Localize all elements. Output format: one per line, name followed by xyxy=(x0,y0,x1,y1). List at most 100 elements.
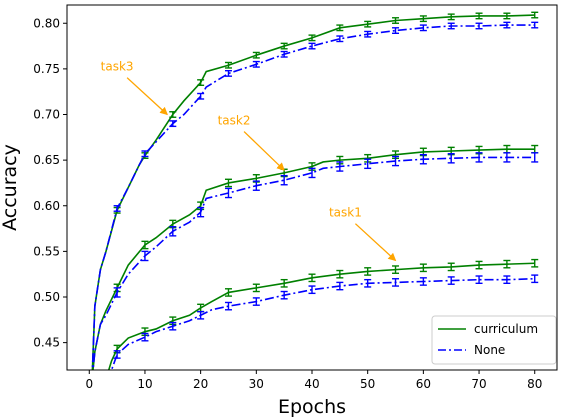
error-bar-task3-none xyxy=(447,22,455,30)
error-bar-task3-none xyxy=(503,21,511,29)
annotation-label-task1: task1 xyxy=(329,206,362,220)
y-tick-label: 0.75 xyxy=(33,62,60,76)
error-bar-task3-none xyxy=(169,120,177,128)
error-bar-task3-curriculum xyxy=(252,51,260,59)
error-bar-task1-none xyxy=(503,275,511,285)
error-bar-task2-none xyxy=(169,226,177,237)
error-bar-task1-none xyxy=(336,281,344,291)
annotation-label-task3: task3 xyxy=(101,60,134,74)
error-bar-task1-curriculum xyxy=(336,269,344,279)
error-bar-task2-none xyxy=(280,174,288,186)
error-bar-task2-none xyxy=(113,287,121,298)
error-bar-task3-none xyxy=(419,24,427,32)
legend-label-none: None xyxy=(474,343,505,357)
error-bar-task3-none xyxy=(141,150,149,158)
error-bar-task3-none xyxy=(336,35,344,43)
error-bar-task1-none xyxy=(141,332,149,342)
error-bar-task1-curriculum xyxy=(419,263,427,273)
y-tick-label: 0.65 xyxy=(33,153,60,167)
error-bar-task1-curriculum xyxy=(308,273,316,283)
y-tick-label: 0.80 xyxy=(33,16,60,30)
error-bar-task3-curriculum xyxy=(169,111,177,118)
x-tick-label: 40 xyxy=(304,377,319,391)
y-tick-label: 0.55 xyxy=(33,244,60,258)
error-bar-task1-curriculum xyxy=(252,283,260,293)
error-bar-task1-curriculum xyxy=(392,265,400,274)
error-bar-task1-none xyxy=(419,277,427,286)
error-bar-task1-none xyxy=(197,310,205,320)
error-bar-task3-none xyxy=(364,30,372,38)
x-tick-label: 80 xyxy=(527,377,542,391)
error-bar-task3-curriculum xyxy=(503,12,511,20)
error-bar-task2-none xyxy=(475,152,483,163)
annotation-label-task2: task2 xyxy=(218,114,251,128)
error-bar-task1-none xyxy=(308,285,316,295)
error-bar-task1-none xyxy=(280,290,288,300)
error-bar-task2-none xyxy=(419,153,427,165)
error-bar-task1-curriculum xyxy=(447,262,455,272)
error-bar-task2-none xyxy=(252,180,260,191)
error-bar-task2-none xyxy=(392,155,400,167)
error-bar-task2-none xyxy=(531,152,539,163)
error-bar-task2-none xyxy=(503,152,511,163)
error-bar-task2-none xyxy=(141,250,149,262)
error-bar-task1-none xyxy=(531,274,539,284)
x-tick-label: 20 xyxy=(193,377,208,391)
error-bar-task3-curriculum xyxy=(364,20,372,28)
error-bar-task3-none xyxy=(113,205,121,212)
error-bar-task1-none xyxy=(169,321,177,331)
plot-frame xyxy=(66,4,558,371)
error-bar-task3-none xyxy=(475,22,483,30)
error-bar-task1-curriculum xyxy=(531,258,539,268)
x-tick-label: 0 xyxy=(85,377,93,391)
error-bar-task1-none xyxy=(252,297,260,306)
error-bar-task1-curriculum xyxy=(224,288,232,297)
x-tick-label: 30 xyxy=(249,377,264,391)
error-bar-task3-none xyxy=(252,60,260,68)
error-bar-task3-none xyxy=(308,42,316,50)
error-bar-task2-none xyxy=(224,187,232,199)
y-tick-label: 0.45 xyxy=(33,336,60,350)
error-bar-task2-curriculum xyxy=(141,240,149,250)
y-tick-label: 0.60 xyxy=(33,199,60,213)
error-bar-task1-curriculum xyxy=(475,260,483,270)
error-bar-task3-curriculum xyxy=(197,79,205,87)
error-bar-task1-none xyxy=(224,301,232,311)
x-tick-label: 10 xyxy=(137,377,152,391)
error-bar-task2-none xyxy=(308,167,316,179)
error-bar-task3-curriculum xyxy=(224,61,232,69)
annotation-arrow-task1 xyxy=(354,223,397,262)
error-bar-task1-curriculum xyxy=(280,278,288,288)
annotation-arrow-task2 xyxy=(243,131,285,171)
y-tick-label: 0.50 xyxy=(33,290,60,304)
error-bar-task3-curriculum xyxy=(475,12,483,20)
y-tick-label: 0.70 xyxy=(33,108,60,122)
error-bar-task3-curriculum xyxy=(308,34,316,42)
error-bar-task1-none xyxy=(113,350,121,359)
error-bar-task2-none xyxy=(197,206,205,218)
series-line-task1-curriculum xyxy=(107,262,535,370)
error-bar-task3-none xyxy=(280,50,288,58)
error-bar-task1-none xyxy=(475,275,483,285)
error-bar-task3-none xyxy=(531,21,539,29)
x-tick-label: 60 xyxy=(416,377,431,391)
error-bar-task3-curriculum xyxy=(531,11,539,19)
error-bar-task3-curriculum xyxy=(392,17,400,24)
error-bar-task3-curriculum xyxy=(419,15,427,23)
error-bar-task3-none xyxy=(392,27,400,34)
error-bar-task2-none xyxy=(364,158,372,170)
error-bar-task1-none xyxy=(392,278,400,287)
x-tick-label: 50 xyxy=(360,377,375,391)
error-bar-task2-none xyxy=(336,161,344,172)
legend-label-curriculum: curriculum xyxy=(474,322,538,336)
series-line-task1-none xyxy=(110,277,535,370)
error-bar-task3-curriculum xyxy=(447,13,455,21)
x-tick-label: 70 xyxy=(471,377,486,391)
y-axis-label: Accuracy xyxy=(0,144,21,231)
error-bar-task3-curriculum xyxy=(280,42,288,50)
legend: curriculum None xyxy=(431,315,557,365)
x-axis-label: Epochs xyxy=(278,396,346,418)
error-bar-task2-curriculum xyxy=(224,178,232,188)
